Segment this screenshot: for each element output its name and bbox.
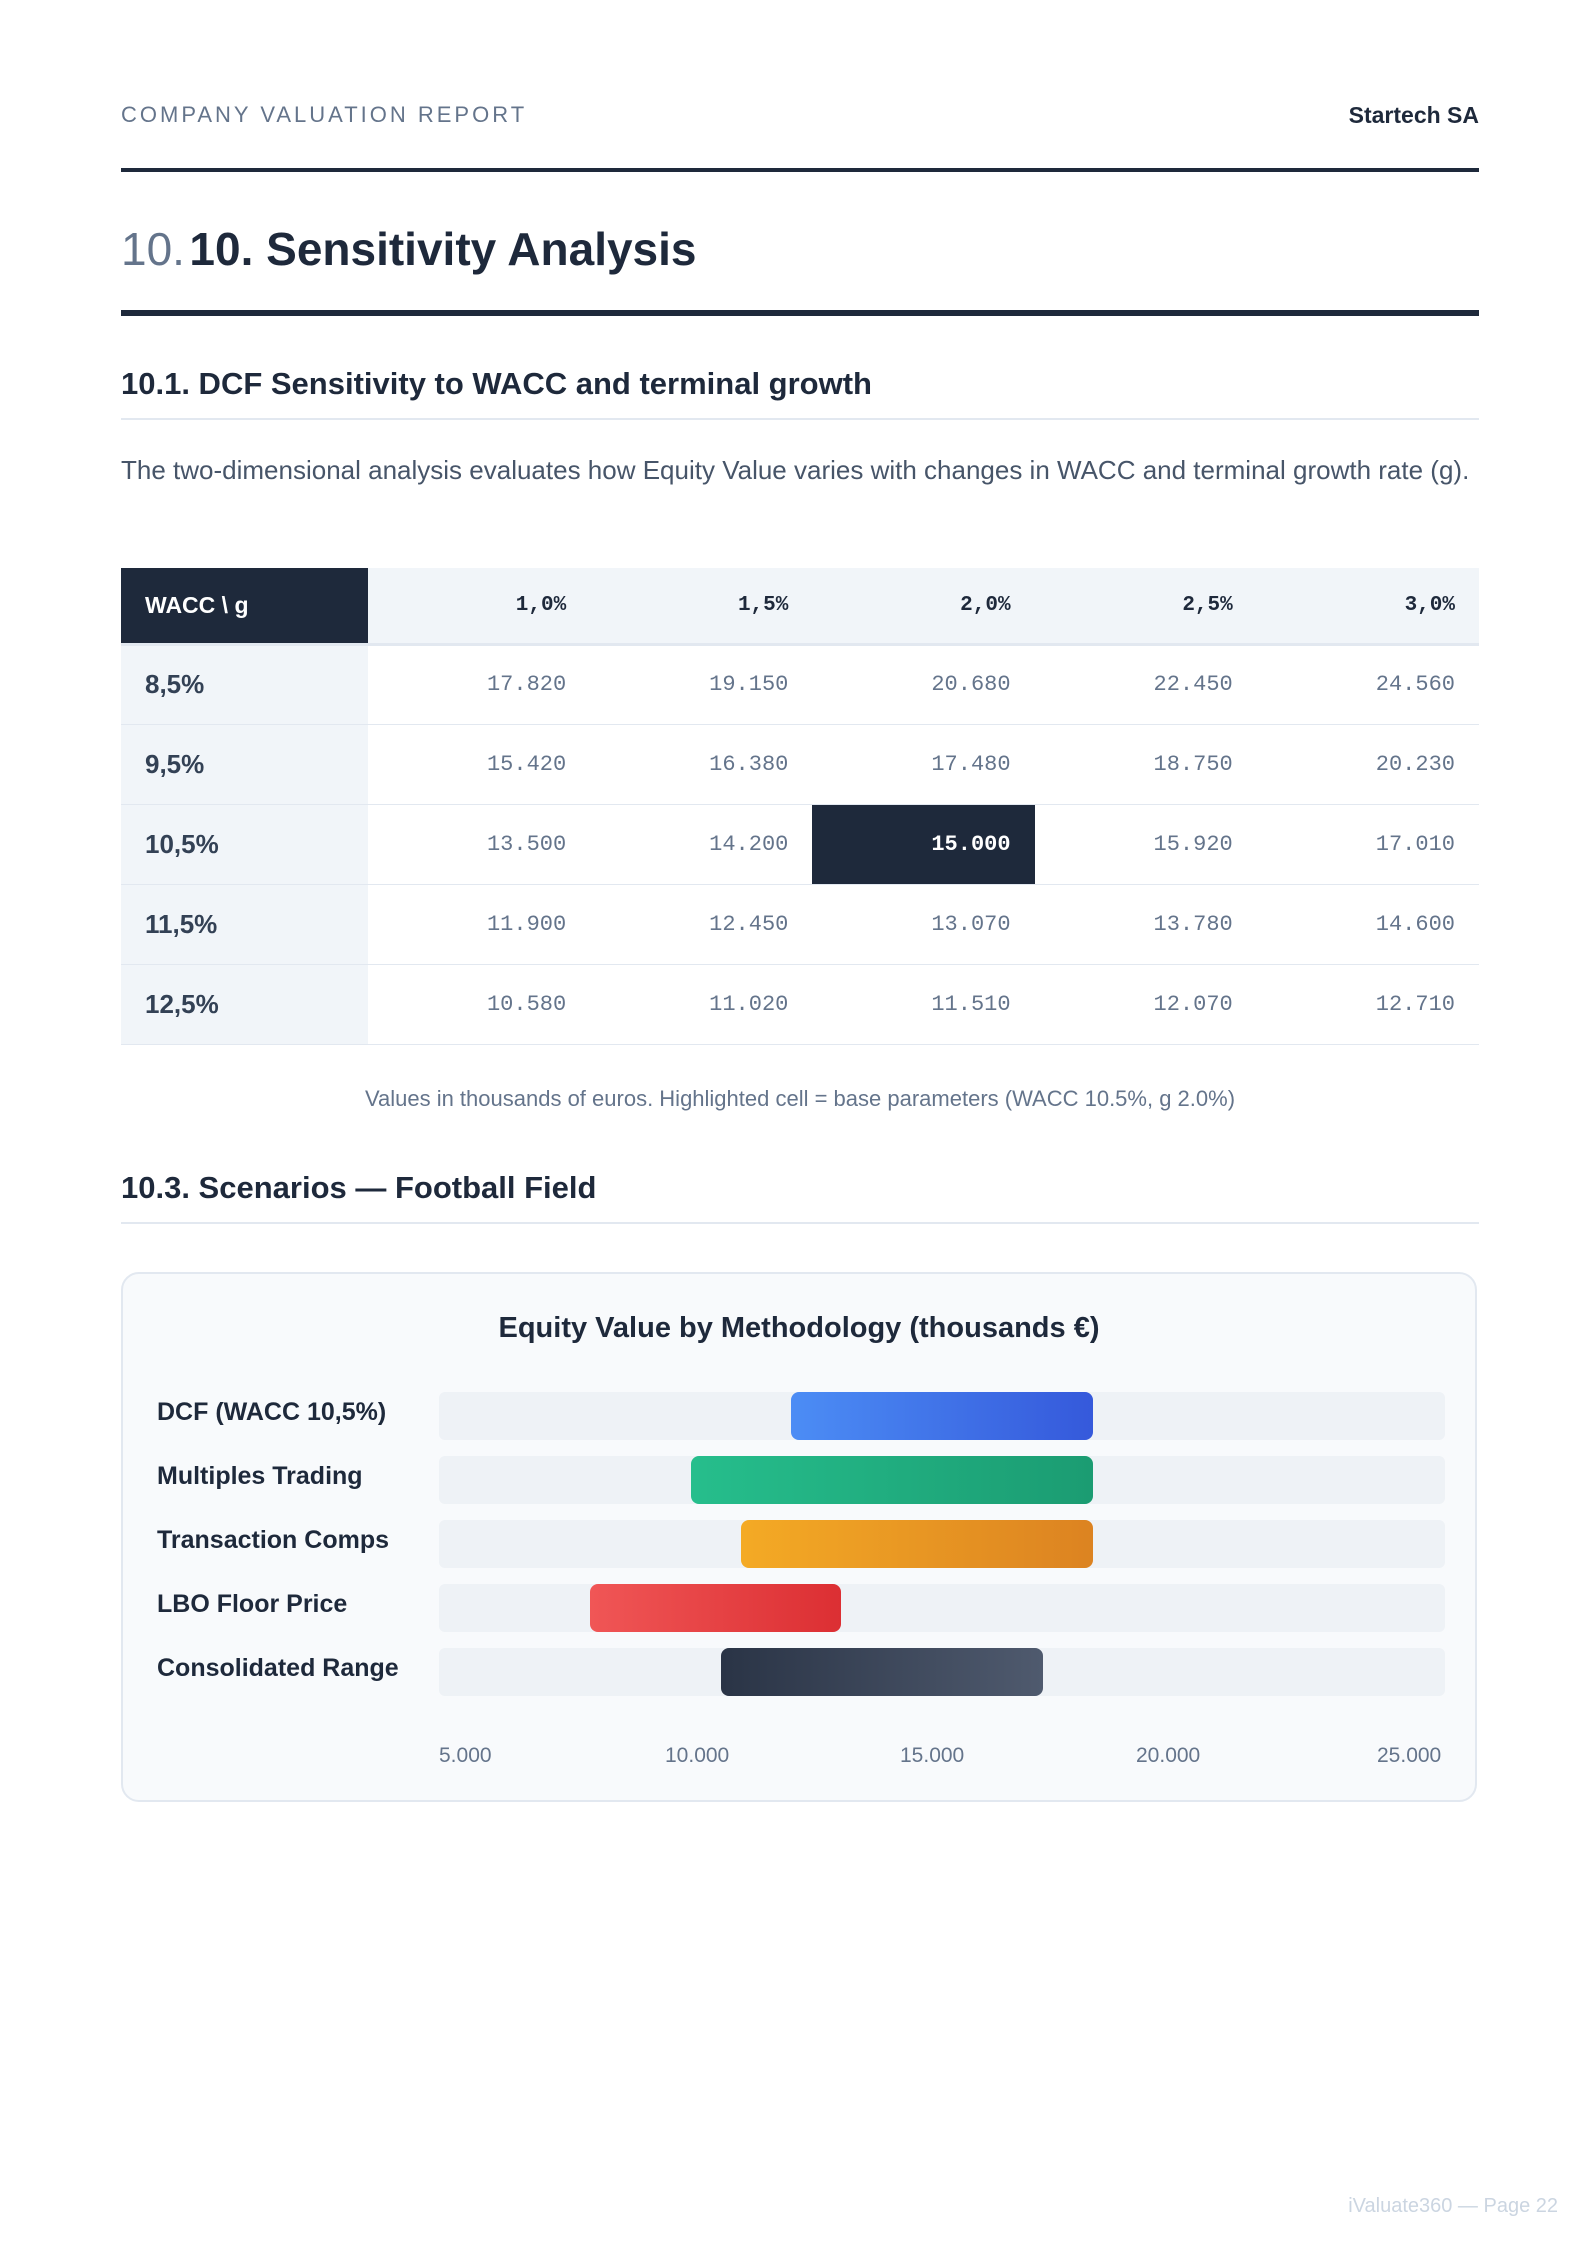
bar-label: DCF (WACC 10,5%) xyxy=(157,1398,387,1426)
subsection-heading-dcf: 10.1. DCF Sensitivity to WACC and termin… xyxy=(121,366,1479,420)
section-title: 10. Sensitivity Analysis xyxy=(189,223,697,275)
table-cell: 18.750 xyxy=(1034,724,1257,805)
bar-label: LBO Floor Price xyxy=(157,1590,348,1618)
table-cell: 13.070 xyxy=(812,884,1035,965)
table-cell: 22.450 xyxy=(1034,644,1257,725)
bar-label: Transaction Comps xyxy=(157,1526,389,1554)
row-header-wacc: 10,5% xyxy=(121,804,368,885)
table-row: 8,5% 17.820 19.150 20.680 22.450 24.560 xyxy=(121,644,1479,725)
table-cell: 16.380 xyxy=(590,724,813,805)
sensitivity-table: WACC \ g 1,0% 1,5% 2,0% 2,5% 3,0% 8,5% 1… xyxy=(121,568,1479,1045)
table-corner-header: WACC \ g xyxy=(121,568,368,646)
column-header: 2,0% xyxy=(812,568,1035,646)
column-header: 1,5% xyxy=(590,568,813,646)
table-cell: 14.200 xyxy=(590,804,813,885)
x-tick-label: 15.000 xyxy=(900,1744,965,1767)
column-header: 3,0% xyxy=(1256,568,1479,646)
intro-paragraph: The two-dimensional analysis evaluates h… xyxy=(121,455,1470,485)
table-cell: 20.680 xyxy=(812,644,1035,725)
x-tick-label: 25.000 xyxy=(1377,1744,1442,1767)
row-header-wacc: 9,5% xyxy=(121,724,368,805)
bar-track xyxy=(439,1584,1445,1632)
table-row: 12,5% 10.580 11.020 11.510 12.070 12.710 xyxy=(121,964,1479,1045)
table-cell: 13.500 xyxy=(368,804,591,885)
table-cell: 17.820 xyxy=(368,644,591,725)
bar-lbo-floor xyxy=(589,1584,842,1632)
column-header: 2,5% xyxy=(1034,568,1257,646)
bar-track xyxy=(439,1392,1445,1440)
report-label: COMPANY VALUATION REPORT xyxy=(121,102,528,127)
table-cell: 15.420 xyxy=(368,724,591,805)
x-tick-label: 20.000 xyxy=(1136,1744,1201,1767)
table-cell: 17.010 xyxy=(1256,804,1479,885)
table-cell: 14.600 xyxy=(1256,884,1479,965)
table-cell: 10.580 xyxy=(368,964,591,1045)
table-row: 9,5% 15.420 16.380 17.480 18.750 20.230 xyxy=(121,724,1479,805)
table-cell: 12.070 xyxy=(1034,964,1257,1045)
table-cell: 17.480 xyxy=(812,724,1035,805)
table-cell: 12.710 xyxy=(1256,964,1479,1045)
table-row: 11,5% 11.900 12.450 13.070 13.780 14.600 xyxy=(121,884,1479,965)
row-header-wacc: 11,5% xyxy=(121,884,368,965)
table-cell: 11.510 xyxy=(812,964,1035,1045)
x-tick-label: 5.000 xyxy=(439,1744,492,1767)
bar-label: Consolidated Range xyxy=(157,1654,399,1682)
table-cell: 19.150 xyxy=(590,644,813,725)
table-cell: 24.560 xyxy=(1256,644,1479,725)
chart-title: Equity Value by Methodology (thousands €… xyxy=(498,1312,1100,1344)
base-case-cell: 15.000 xyxy=(812,804,1035,885)
bar-dcf xyxy=(791,1392,1093,1440)
table-cell: 11.900 xyxy=(368,884,591,965)
bar-track xyxy=(439,1456,1445,1504)
bar-label: Multiples Trading xyxy=(157,1462,363,1490)
x-tick-label: 10.000 xyxy=(665,1744,730,1767)
table-cell: 12.450 xyxy=(590,884,813,965)
bar-track xyxy=(439,1520,1445,1568)
table-row: 10,5% 13.500 14.200 15.000 15.920 17.010 xyxy=(121,804,1479,885)
section-heading: 10. 10. Sensitivity Analysis xyxy=(121,222,1479,316)
report-header: COMPANY VALUATION REPORT Startech SA xyxy=(121,102,1479,172)
table-note: Values in thousands of euros. Highlighte… xyxy=(364,1086,1236,1111)
section-number: 10. xyxy=(121,223,185,275)
football-field-chart: Equity Value by Methodology (thousands €… xyxy=(121,1272,1477,1802)
company-name: Startech SA xyxy=(1348,102,1479,128)
column-header: 1,0% xyxy=(368,568,591,646)
page-footer: iValuate360 — Page 22 xyxy=(1348,2195,1558,2217)
bar-transaction-comps xyxy=(740,1520,1093,1568)
bar-track xyxy=(439,1648,1445,1696)
row-header-wacc: 8,5% xyxy=(121,644,368,725)
subsection-heading-football-field: 10.3. Scenarios — Football Field xyxy=(121,1170,1479,1224)
table-header-row: WACC \ g 1,0% 1,5% 2,0% 2,5% 3,0% xyxy=(121,568,1479,646)
table-cell: 20.230 xyxy=(1256,724,1479,805)
table-cell: 15.920 xyxy=(1034,804,1257,885)
bar-consolidated-range xyxy=(720,1648,1043,1696)
row-header-wacc: 12,5% xyxy=(121,964,368,1045)
table-cell: 11.020 xyxy=(590,964,813,1045)
bar-multiples-trading xyxy=(690,1456,1093,1504)
table-cell: 13.780 xyxy=(1034,884,1257,965)
